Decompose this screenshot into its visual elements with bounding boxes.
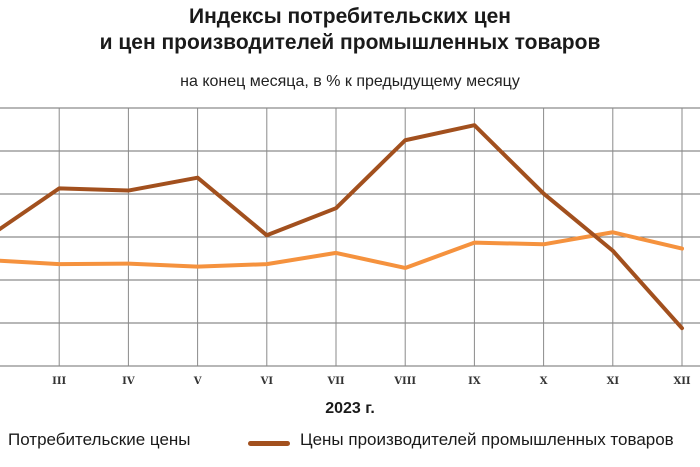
chart-subtitle: на конец месяца, в % к предыдущему месяц… bbox=[180, 73, 520, 90]
x-tick-label: X bbox=[540, 376, 548, 387]
x-tick-label: VI bbox=[260, 376, 274, 387]
chart-title: Индексы потребительских цен и цен произв… bbox=[0, 4, 700, 56]
legend: Потребительские цены Цены производителей… bbox=[0, 430, 700, 460]
legend-label-consumer: Потребительские цены bbox=[8, 430, 191, 449]
x-axis-ticks: III IV V VI VII VIII IX X XI XII bbox=[52, 376, 691, 387]
x-tick-label: IV bbox=[122, 376, 135, 387]
x-tick-label: XI bbox=[607, 376, 620, 387]
x-tick-label: VIII bbox=[393, 376, 416, 387]
x-tick-label: VII bbox=[326, 376, 344, 387]
chart-lines bbox=[0, 123, 684, 331]
x-tick-label: III bbox=[52, 376, 66, 387]
chart-title-line-2: и цен производителей промышленных товаро… bbox=[99, 31, 601, 54]
x-tick-label: XII bbox=[673, 376, 690, 387]
x-tick-label: V bbox=[193, 376, 202, 387]
chart-title-line-1: Индексы потребительских цен bbox=[189, 5, 511, 28]
legend-label-producer: Цены производителей промышленных товаров bbox=[300, 430, 674, 449]
legend-swatch-producer bbox=[248, 441, 290, 446]
x-axis-label: 2023 г. bbox=[325, 400, 375, 417]
x-tick-label: IX bbox=[468, 376, 481, 387]
